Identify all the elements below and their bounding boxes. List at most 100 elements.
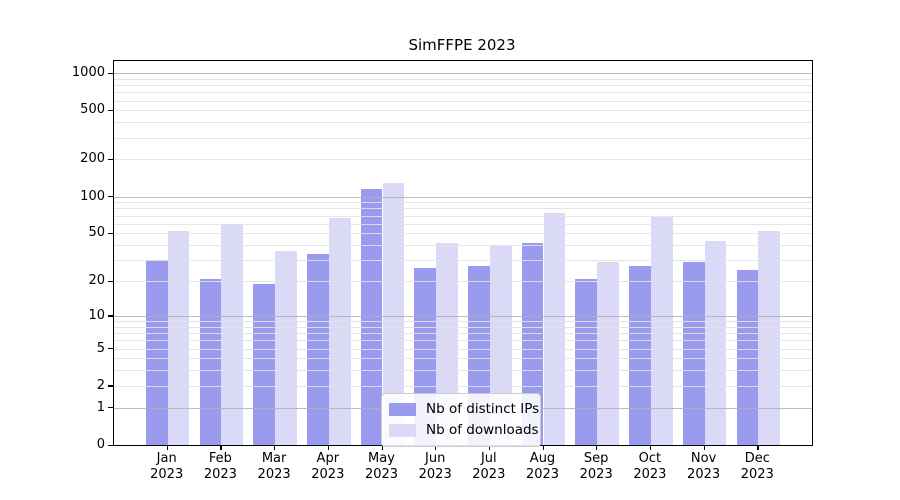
legend-label-downloads: Nb of downloads xyxy=(426,422,539,438)
x-tick-mark-sep xyxy=(596,445,598,451)
x-tick-label-jan: Jan 2023 xyxy=(150,451,184,482)
x-tick-label-sep: Sep 2023 xyxy=(579,451,613,482)
gridline-5 xyxy=(114,348,812,350)
bar-downloads-oct xyxy=(650,217,673,445)
bar-ips-oct xyxy=(629,265,651,445)
gridline-900 xyxy=(114,78,812,80)
gridline-70 xyxy=(114,215,812,217)
bar-downloads-feb xyxy=(221,223,244,445)
bar-ips-feb xyxy=(199,278,222,445)
gridline-30 xyxy=(114,260,812,262)
y-tick-mark-50 xyxy=(108,232,113,235)
y-tick-label-20: 20 xyxy=(88,273,105,289)
y-tick-mark-1000 xyxy=(108,72,113,74)
gridline-90 xyxy=(114,202,812,204)
gridline-500 xyxy=(114,110,812,112)
x-tick-mark-nov xyxy=(703,445,705,451)
x-tick-label-jul: Jul 2023 xyxy=(472,451,506,482)
x-tick-label-apr: Apr 2023 xyxy=(311,451,345,482)
y-tick-label-1: 1 xyxy=(96,399,105,415)
y-tick-label-0: 0 xyxy=(96,437,105,452)
y-tick-label-5: 5 xyxy=(96,340,105,356)
x-tick-mark-dec xyxy=(757,445,759,451)
y-tick-label-200: 200 xyxy=(80,151,105,167)
x-tick-label-aug: Aug 2023 xyxy=(525,451,560,482)
gridline-80 xyxy=(114,208,812,210)
gridline-700 xyxy=(114,92,812,94)
gridline-300 xyxy=(114,137,812,139)
y-tick-label-100: 100 xyxy=(80,188,105,204)
gridline-3 xyxy=(114,370,812,372)
legend-item-ips: Nb of distinct IPs xyxy=(389,399,539,420)
y-tick-mark-200 xyxy=(108,158,113,161)
bar-downloads-sep xyxy=(597,261,619,445)
legend-swatch-downloads xyxy=(389,424,416,437)
chart-title: SimFFPE 2023 xyxy=(408,36,516,54)
y-tick-mark-1 xyxy=(108,407,113,409)
y-tick-mark-20 xyxy=(108,280,113,282)
x-tick-label-jun: Jun 2023 xyxy=(418,451,452,482)
y-tick-mark-100 xyxy=(108,196,113,198)
y-tick-mark-2 xyxy=(108,385,113,387)
bar-ips-may xyxy=(360,189,383,445)
gridline-1000 xyxy=(114,73,812,74)
gridline-40 xyxy=(114,245,812,246)
bar-downloads-dec xyxy=(758,231,781,445)
x-tick-label-oct: Oct 2023 xyxy=(633,451,667,482)
x-tick-label-mar: Mar 2023 xyxy=(257,451,291,482)
x-tick-label-may: May 2023 xyxy=(364,451,399,482)
gridline-100 xyxy=(114,196,812,198)
gridline-8 xyxy=(114,326,812,328)
x-tick-mark-jul xyxy=(488,445,491,451)
x-tick-label-nov: Nov 2023 xyxy=(687,451,721,482)
bar-downloads-jan xyxy=(167,231,190,445)
gridline-4 xyxy=(114,358,812,360)
y-tick-mark-5 xyxy=(108,348,113,350)
y-tick-label-500: 500 xyxy=(80,102,105,118)
gridline-60 xyxy=(114,223,812,225)
bar-downloads-apr xyxy=(328,217,351,445)
y-tick-mark-10 xyxy=(108,315,113,317)
gridline-7 xyxy=(114,333,812,334)
y-tick-label-50: 50 xyxy=(88,225,105,241)
gridline-2 xyxy=(114,385,812,387)
x-tick-label-feb: Feb 2023 xyxy=(203,451,237,482)
legend-item-downloads: Nb of downloads xyxy=(389,420,539,441)
gridline-50 xyxy=(114,233,812,235)
gridline-6 xyxy=(114,340,812,342)
y-tick-label-2: 2 xyxy=(96,377,105,393)
x-tick-label-dec: Dec 2023 xyxy=(740,451,774,482)
y-tick-label-1000: 1000 xyxy=(71,65,105,80)
bar-ips-nov xyxy=(682,261,705,445)
gridline-800 xyxy=(114,85,812,86)
bar-ips-mar xyxy=(253,283,276,445)
gridline-10 xyxy=(114,315,812,317)
x-tick-mark-aug xyxy=(542,445,544,451)
gridline-200 xyxy=(114,159,812,161)
x-tick-mark-may xyxy=(381,445,383,451)
legend-swatch-ips xyxy=(389,403,416,416)
grid-layer xyxy=(114,61,812,445)
x-tick-mark-oct xyxy=(649,445,652,451)
x-tick-mark-feb xyxy=(220,445,222,451)
y-tick-label-10: 10 xyxy=(88,307,105,323)
y-tick-mark-0 xyxy=(108,444,113,446)
legend-label-ips: Nb of distinct IPs xyxy=(426,401,540,417)
legend: Nb of distinct IPs Nb of downloads xyxy=(381,393,541,447)
x-tick-mark-jun xyxy=(435,445,437,451)
bar-ips-dec xyxy=(736,269,759,445)
y-tick-mark-500 xyxy=(108,109,113,112)
plot-area xyxy=(113,60,813,446)
bar-downloads-may xyxy=(382,182,405,445)
bar-downloads-nov xyxy=(704,241,727,445)
bar-downloads-mar xyxy=(275,250,297,445)
bar-downloads-aug xyxy=(543,212,566,445)
x-tick-mark-jan xyxy=(166,445,168,451)
gridline-600 xyxy=(114,100,812,102)
bar-ips-sep xyxy=(575,278,598,445)
bar-ips-jan xyxy=(145,260,168,445)
gridline-9 xyxy=(114,321,812,322)
x-tick-mark-mar xyxy=(274,445,276,451)
gridline-400 xyxy=(114,122,812,124)
